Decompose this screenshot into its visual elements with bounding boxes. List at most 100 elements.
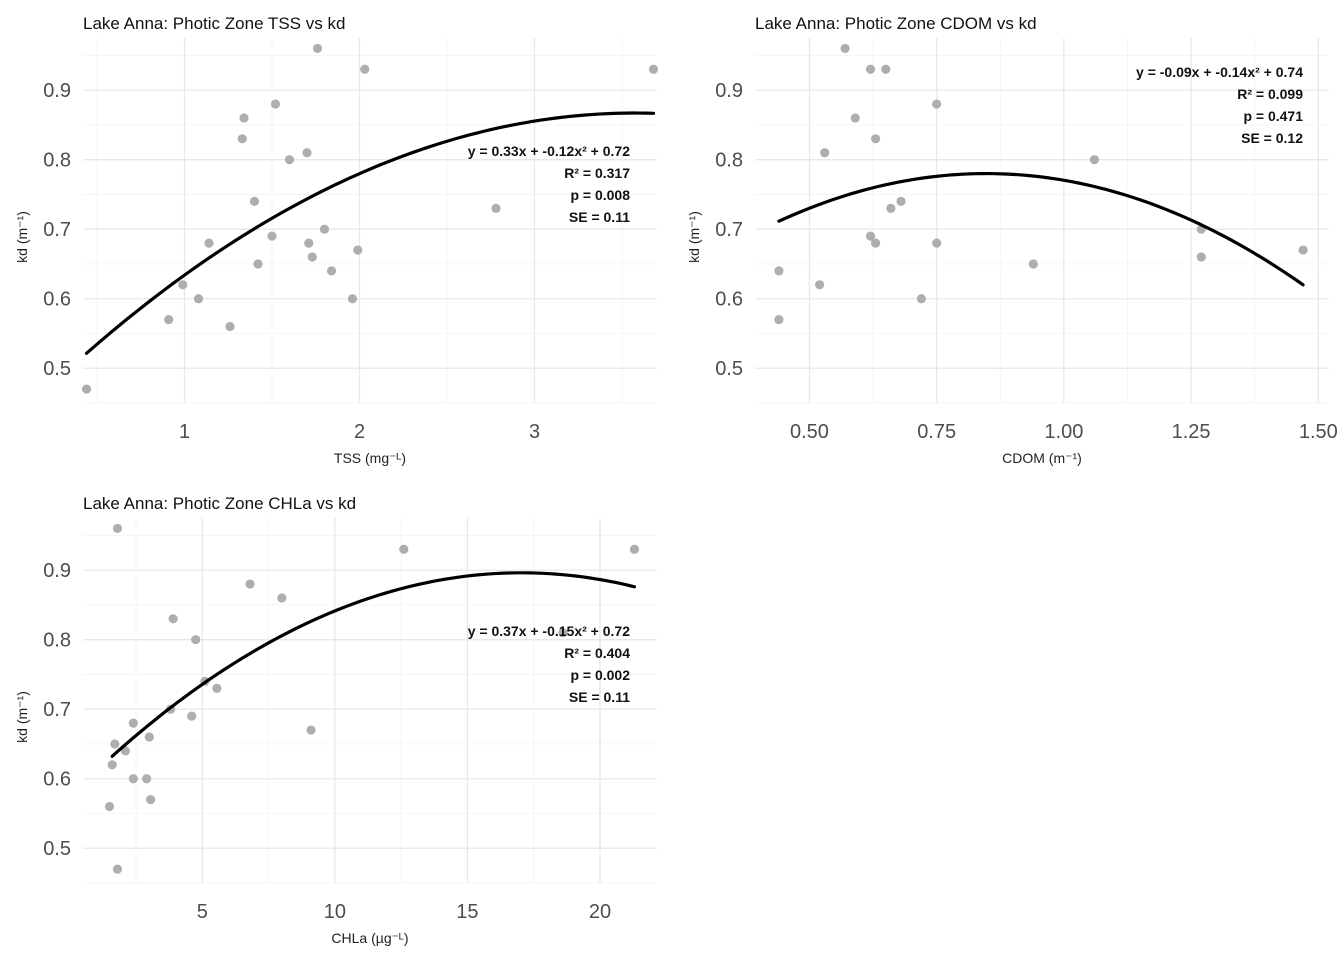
annotation-p-value: p = 0.002	[570, 667, 630, 683]
data-point	[871, 134, 881, 144]
data-point	[107, 760, 117, 770]
panel-cdom-vs-kd: Lake Anna: Photic Zone CDOM vs kd 0.5 0.6…	[686, 14, 1338, 466]
data-point	[187, 711, 197, 721]
data-point	[225, 321, 235, 332]
y-tick-label: 0.9	[43, 80, 71, 102]
data-points	[104, 523, 640, 874]
y-tick-label: 0.6	[43, 769, 71, 791]
data-point	[347, 294, 358, 304]
data-point	[204, 238, 214, 248]
data-point	[886, 203, 896, 213]
data-point	[840, 43, 850, 54]
data-point	[871, 238, 881, 248]
data-point	[253, 259, 263, 269]
data-point	[112, 864, 123, 874]
panel-chla-vs-kd: Lake Anna: Photic Zone CHLa vs kd 0.5 0.6…	[14, 494, 657, 946]
y-axis-label: kd (m⁻¹)	[686, 211, 702, 263]
x-tick-label: 3	[529, 421, 540, 443]
data-point	[774, 314, 784, 325]
y-tick-labels: 0.5 0.6 0.7 0.8 0.9	[43, 80, 71, 380]
x-tick-label: 1.25	[1172, 421, 1211, 443]
data-point	[360, 64, 370, 74]
data-point	[270, 99, 281, 109]
y-tick-label: 0.5	[43, 838, 71, 860]
y-tick-label: 0.8	[715, 150, 743, 172]
data-point	[1089, 155, 1100, 165]
data-point	[629, 544, 640, 554]
data-point	[312, 43, 323, 54]
annotation-r-squared: R² = 0.099	[1237, 86, 1303, 102]
data-point	[916, 294, 926, 304]
data-point	[191, 635, 201, 645]
y-tick-label: 0.6	[715, 289, 743, 311]
y-tick-label: 0.8	[43, 630, 71, 652]
data-point	[399, 544, 409, 554]
fit-annotation: y = -0.09x + -0.14x² + 0.74 R² = 0.099 p…	[1136, 64, 1303, 146]
data-point	[932, 99, 942, 109]
fit-annotation: y = 0.37x + -0.15x² + 0.72 R² = 0.404 p …	[468, 623, 631, 705]
data-point	[326, 266, 337, 276]
data-point	[146, 794, 156, 805]
annotation-equation: y = 0.37x + -0.15x² + 0.72	[468, 623, 631, 639]
data-point	[820, 148, 830, 158]
data-point	[142, 774, 152, 784]
data-point	[277, 593, 287, 603]
data-point	[815, 280, 825, 290]
x-axis-label: CDOM (m⁻¹)	[1002, 450, 1082, 466]
x-tick-labels: 1 2 3	[179, 421, 540, 443]
y-tick-labels: 0.5 0.6 0.7 0.8 0.9	[43, 560, 71, 860]
data-point	[865, 64, 876, 74]
y-axis-label: kd (m⁻¹)	[14, 691, 30, 743]
x-tick-labels: 5 10 15 20	[197, 901, 611, 923]
data-point	[104, 801, 115, 812]
data-point	[267, 231, 277, 241]
x-tick-label: 5	[197, 901, 208, 923]
annotation-p-value: p = 0.008	[570, 187, 630, 203]
panel-tss-vs-kd: Lake Anna: Photic Zone TSS vs kd 0.5 0.6 0…	[14, 14, 659, 466]
grid	[83, 38, 657, 404]
panel-title: Lake Anna: Photic Zone TSS vs kd	[83, 14, 345, 33]
y-tick-label: 0.7	[43, 219, 71, 241]
data-point	[81, 384, 92, 394]
x-tick-label: 1.00	[1044, 421, 1083, 443]
data-point	[237, 134, 247, 144]
data-point	[249, 196, 260, 206]
annotation-equation: y = 0.33x + -0.12x² + 0.72	[468, 143, 631, 159]
panel-title: Lake Anna: Photic Zone CDOM vs kd	[755, 14, 1037, 33]
data-point	[304, 238, 314, 248]
panel-title: Lake Anna: Photic Zone CHLa vs kd	[83, 494, 356, 513]
data-point	[881, 64, 891, 74]
y-tick-label: 0.5	[43, 358, 71, 380]
fit-annotation: y = 0.33x + -0.12x² + 0.72 R² = 0.317 p …	[468, 143, 631, 225]
data-point	[558, 628, 568, 638]
data-point	[284, 155, 295, 165]
data-point	[1196, 252, 1206, 262]
data-point	[178, 280, 188, 290]
x-tick-label: 2	[354, 421, 365, 443]
data-point	[193, 294, 204, 304]
y-tick-label: 0.7	[715, 219, 743, 241]
x-tick-label: 0.75	[917, 421, 956, 443]
annotation-p-value: p = 0.471	[1243, 108, 1303, 124]
x-tick-label: 10	[324, 901, 346, 923]
data-point	[1028, 259, 1038, 269]
data-point	[850, 113, 860, 123]
data-point	[144, 732, 154, 742]
x-axis-label: CHLa (µg⁻ᴸ)	[331, 930, 408, 946]
data-point	[307, 252, 317, 262]
fit-curve	[777, 171, 1305, 287]
data-point	[319, 224, 330, 234]
data-point	[1298, 245, 1308, 255]
data-point	[245, 579, 255, 589]
fit-curve	[110, 571, 637, 758]
y-tick-label: 0.7	[43, 699, 71, 721]
x-tick-label: 1.50	[1299, 421, 1338, 443]
y-tick-labels: 0.5 0.6 0.7 0.8 0.9	[715, 80, 743, 380]
y-tick-label: 0.6	[43, 289, 71, 311]
annotation-standard-error: SE = 0.11	[569, 209, 630, 225]
data-point	[353, 245, 363, 255]
fit-curve	[84, 111, 656, 355]
annotation-standard-error: SE = 0.11	[569, 689, 630, 705]
grid	[83, 518, 657, 884]
